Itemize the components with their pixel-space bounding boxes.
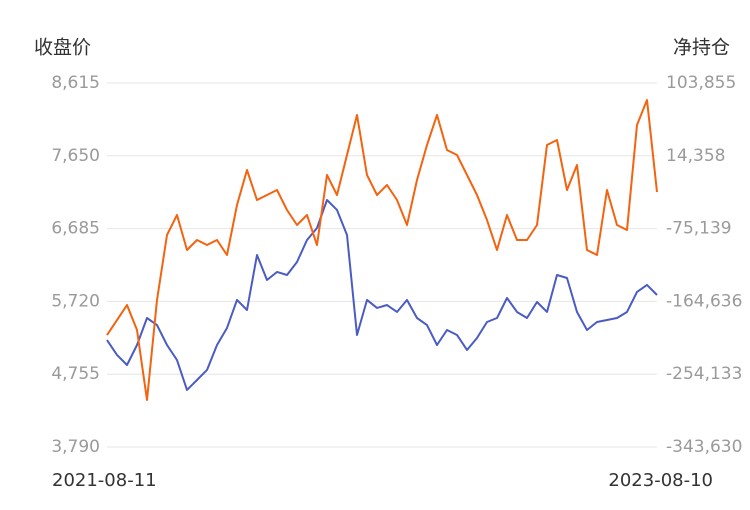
y-tick-label: 5,720 <box>51 291 100 311</box>
x-tick-label: 2023-08-10 <box>608 470 713 491</box>
y2-axis-title: 净持仓 <box>673 37 730 59</box>
y-tick-label: 7,650 <box>51 146 100 166</box>
y-tick-label: 6,685 <box>51 219 100 239</box>
y-tick-label: 8,615 <box>51 73 100 93</box>
series-line <box>106 199 658 391</box>
y2-tick-label: -164,636 <box>666 291 742 311</box>
y2-tick-label: -75,139 <box>666 219 732 239</box>
y-tick-label: 4,755 <box>51 364 100 384</box>
y-axis-title: 收盘价 <box>34 37 91 59</box>
y2-tick-label: -343,630 <box>666 437 742 457</box>
series-line <box>106 99 658 402</box>
y2-tick-label: -254,133 <box>666 364 742 384</box>
x-tick-label: 2021-08-11 <box>52 470 157 491</box>
y2-tick-label: 103,855 <box>666 73 736 93</box>
y-tick-label: 3,790 <box>51 437 100 457</box>
y2-tick-label: 14,358 <box>666 146 725 166</box>
